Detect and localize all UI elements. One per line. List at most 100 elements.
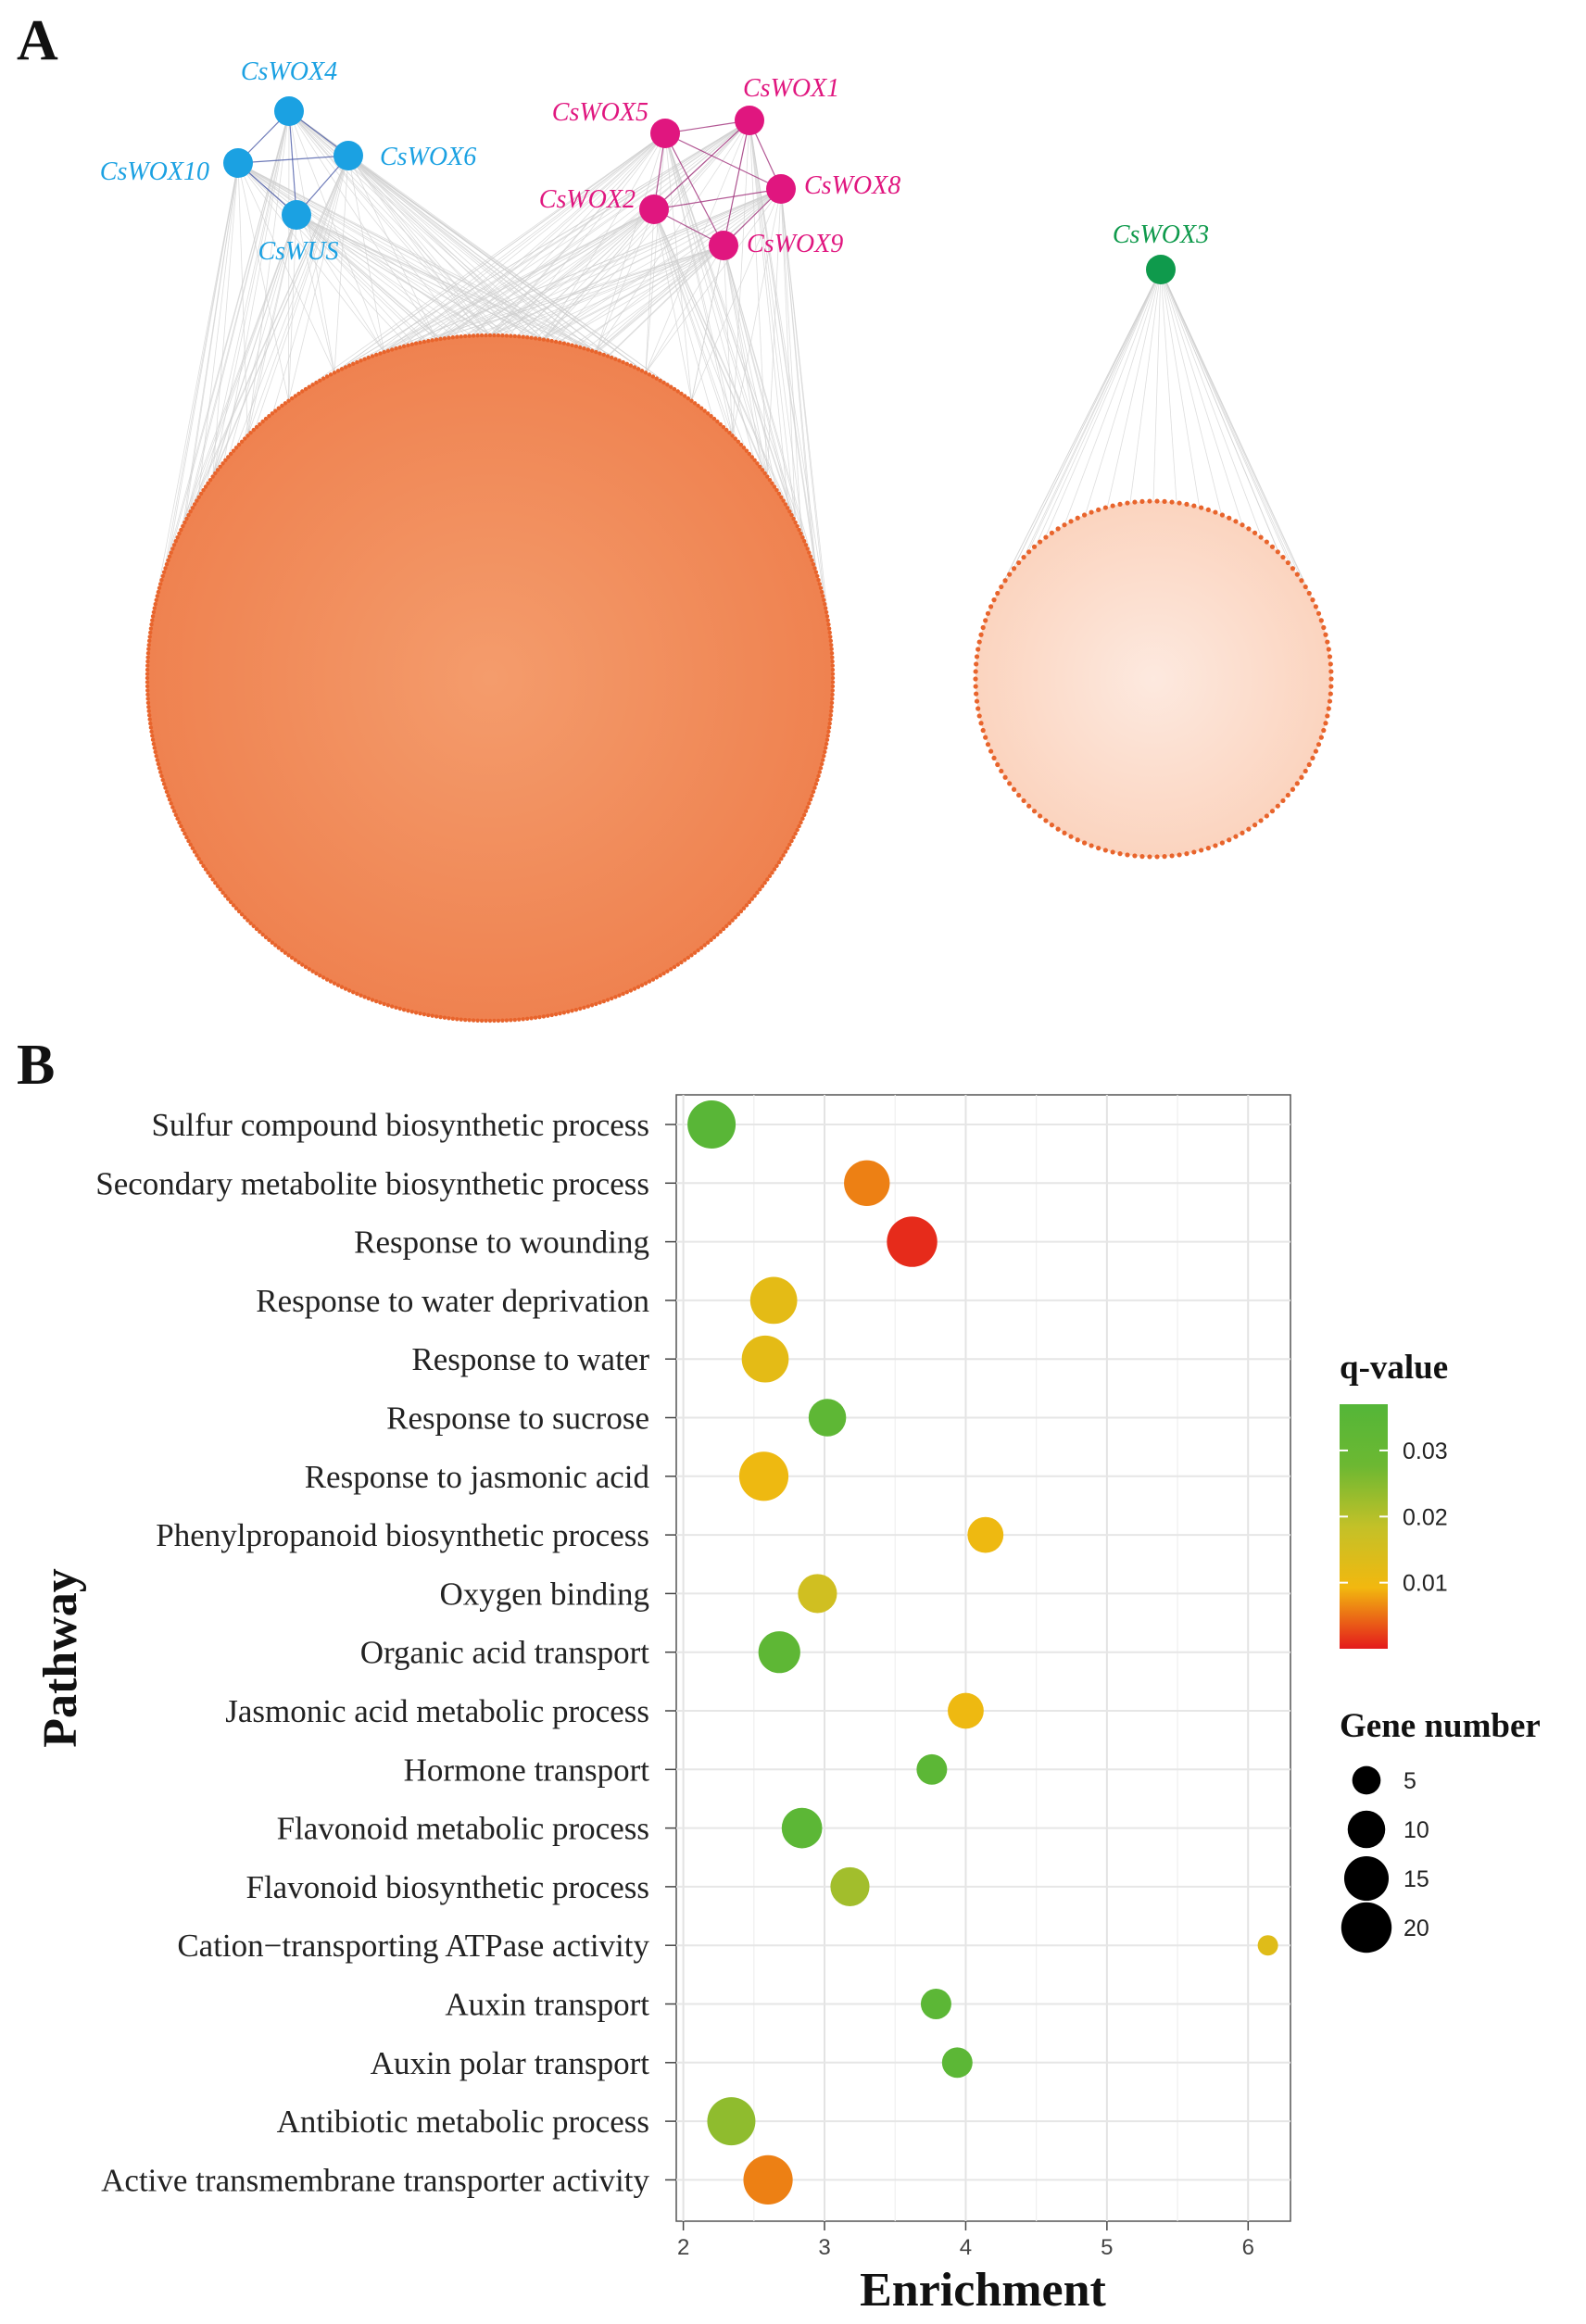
target-gene-node — [303, 964, 308, 970]
target-gene-node — [484, 333, 488, 338]
target-gene-node — [537, 1014, 542, 1020]
target-gene-node — [818, 766, 824, 771]
target-gene-node — [1169, 853, 1175, 859]
target-gene-node — [1269, 809, 1276, 814]
coexpression-edge — [246, 110, 290, 436]
target-gene-node — [973, 669, 978, 674]
gene-node-cswox6 — [334, 141, 363, 170]
target-gene-node — [343, 986, 348, 991]
target-gene-node — [159, 773, 164, 778]
target-gene-node — [163, 566, 168, 571]
target-gene-node — [829, 700, 835, 706]
target-gene-node — [1326, 647, 1331, 652]
target-gene-node — [500, 1018, 505, 1023]
target-gene-node — [169, 550, 173, 555]
target-gene-node — [300, 962, 305, 967]
target-gene-node — [776, 491, 782, 496]
target-gene-node — [624, 990, 629, 995]
target-gene-node — [184, 516, 189, 521]
target-gene-node — [300, 389, 305, 394]
target-gene-node — [779, 857, 784, 861]
qvalue-tick-label: 0.03 — [1403, 1438, 1448, 1464]
coexpression-edge — [1129, 269, 1162, 503]
target-gene-node — [223, 893, 228, 898]
target-gene-node — [812, 785, 817, 790]
coexpression-edge — [645, 208, 655, 373]
target-gene-node — [434, 1014, 439, 1019]
enrichment-point — [743, 2154, 793, 2205]
target-gene-node — [401, 1007, 407, 1012]
qvalue-legend-title: q-value — [1340, 1349, 1448, 1387]
target-gene-node — [665, 969, 670, 974]
target-gene-node — [601, 352, 607, 358]
target-gene-node — [785, 506, 790, 510]
target-gene-node — [636, 367, 641, 371]
target-gene-node — [1233, 834, 1239, 839]
target-gene-node — [974, 691, 979, 697]
target-gene-node — [1328, 661, 1333, 667]
target-gene-node — [233, 446, 239, 450]
target-gene-node — [770, 481, 774, 486]
target-gene-node — [406, 343, 410, 347]
target-gene-node — [196, 857, 201, 861]
target-gene-node — [183, 831, 187, 836]
target-gene-node — [805, 546, 810, 551]
target-gene-node — [1002, 578, 1008, 584]
gene-number-legend-dot — [1343, 1855, 1390, 1902]
target-gene-node — [632, 365, 637, 370]
target-gene-node — [830, 659, 835, 664]
coexpression-edge — [645, 245, 724, 373]
target-gene-node — [1258, 534, 1264, 540]
target-gene-node — [669, 384, 673, 389]
pathway-label: Flavonoid biosynthetic process — [245, 1869, 649, 1905]
target-gene-node — [1139, 498, 1145, 504]
target-gene-node — [765, 474, 770, 479]
target-gene-node — [500, 333, 505, 338]
target-gene-node — [1315, 742, 1322, 747]
target-gene-node — [811, 561, 816, 567]
coexpression-edge — [1152, 269, 1162, 502]
gene-label-cswox3: CsWOX3 — [1113, 220, 1209, 249]
target-gene-node — [1096, 507, 1101, 512]
gene-label-cswox10: CsWOX10 — [100, 157, 209, 186]
target-gene-node — [827, 721, 832, 726]
target-gene-node — [736, 912, 741, 917]
target-gene-node — [390, 1004, 395, 1009]
coexpression-edge — [246, 214, 297, 436]
target-gene-node — [999, 768, 1004, 774]
target-gene-node — [776, 860, 782, 865]
target-gene-node — [718, 421, 723, 427]
target-gene-node — [245, 918, 250, 923]
target-gene-node — [153, 749, 157, 755]
coexpression-edge — [334, 132, 666, 373]
target-gene-node — [988, 748, 994, 754]
coexpression-edge — [183, 214, 297, 523]
target-gene-node — [682, 394, 687, 398]
target-gene-node — [276, 946, 282, 950]
target-gene-node — [783, 849, 788, 854]
pathway-label: Auxin polar transport — [371, 2045, 650, 2081]
target-gene-node — [624, 361, 629, 366]
target-gene-node — [1264, 539, 1269, 545]
target-gene-node — [447, 1016, 451, 1021]
target-gene-node — [818, 585, 824, 590]
target-gene-node — [741, 446, 747, 450]
target-gene-node — [613, 995, 618, 999]
target-gene-node — [321, 975, 326, 980]
target-gene-node — [179, 823, 183, 829]
target-gene-node — [146, 643, 151, 647]
target-gene-node — [394, 1005, 398, 1011]
target-gene-node — [147, 717, 152, 722]
target-gene-node — [223, 458, 228, 463]
target-gene-node — [1026, 549, 1032, 555]
target-gene-node — [215, 884, 220, 888]
target-gene-node — [1016, 559, 1022, 566]
gene-gene-edge — [723, 119, 750, 246]
target-gene-node — [570, 343, 574, 347]
coexpression-edge — [288, 155, 349, 401]
target-gene-node — [517, 1017, 522, 1022]
coexpression-edge — [347, 155, 545, 340]
target-gene-node — [492, 1018, 497, 1024]
target-gene-node — [362, 357, 367, 361]
